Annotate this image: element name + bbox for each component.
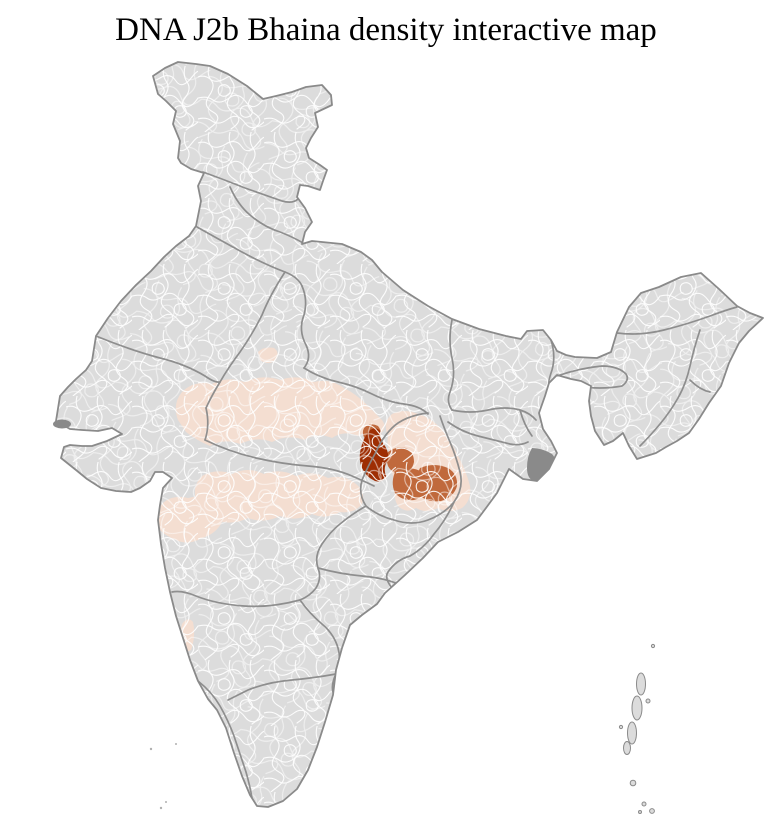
india-coastline	[55, 61, 764, 808]
kutch-coastal-island	[53, 419, 71, 429]
lakshadweep-islands[interactable]	[149, 743, 177, 810]
map-title: DNA J2b Bhaina density interactive map	[115, 12, 657, 48]
andaman-nicobar-islands[interactable]	[618, 643, 656, 814]
state-borders	[95, 171, 738, 799]
